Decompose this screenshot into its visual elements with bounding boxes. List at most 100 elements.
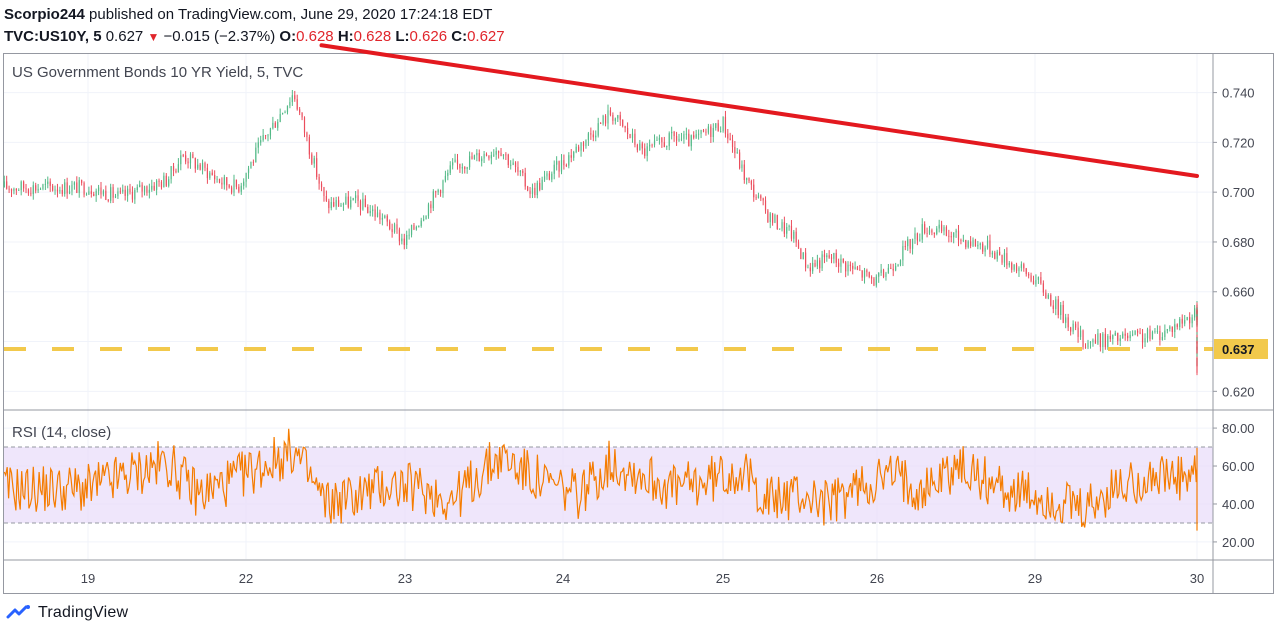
candle-body — [355, 195, 357, 199]
candle — [461, 163, 463, 174]
candle-body — [313, 158, 315, 164]
candle-body — [148, 189, 150, 193]
candle — [272, 116, 274, 130]
candle — [39, 187, 42, 191]
tradingview-brand[interactable]: TradingView — [38, 604, 129, 621]
candle-body — [812, 262, 814, 272]
candle-body — [882, 269, 885, 277]
candle-body — [892, 268, 894, 271]
candle-body — [1084, 346, 1087, 348]
candle-body — [272, 122, 274, 129]
candle — [1060, 302, 1062, 320]
candle — [819, 257, 821, 273]
candle-body — [779, 228, 781, 230]
candle — [505, 152, 507, 161]
price-tag-label: 0.637 — [1222, 342, 1255, 357]
candle-body — [720, 131, 722, 132]
candle-body — [23, 181, 25, 189]
candle-body — [762, 198, 764, 201]
candle-body — [211, 172, 213, 176]
candle — [235, 179, 238, 190]
candle-body — [1055, 299, 1057, 310]
candle — [916, 232, 919, 246]
candle — [585, 139, 587, 149]
candle — [695, 129, 697, 139]
candle — [1072, 320, 1074, 335]
candle-body — [710, 126, 712, 137]
candle — [502, 154, 505, 160]
candle — [979, 242, 981, 250]
candle-body — [668, 133, 670, 147]
candle-body — [524, 172, 526, 187]
candle — [984, 245, 986, 257]
candle — [512, 158, 514, 166]
candle — [673, 130, 675, 142]
candle-body — [425, 215, 427, 220]
candle-body — [262, 135, 264, 141]
candle — [1018, 266, 1020, 277]
symbol-label[interactable]: TVC:US10Y, 5 — [4, 28, 102, 45]
candle-body — [1070, 327, 1072, 332]
candle-body — [505, 154, 507, 156]
candle-body — [427, 204, 430, 216]
candle-body — [948, 235, 950, 237]
candle — [1107, 334, 1109, 350]
candle — [1040, 271, 1042, 285]
candle-body — [965, 239, 967, 248]
candle-body — [473, 155, 476, 160]
candle — [1102, 332, 1104, 354]
candle-body — [800, 248, 802, 260]
candle — [139, 180, 141, 188]
candle — [783, 216, 785, 238]
candle — [401, 233, 403, 245]
candle-body — [675, 136, 678, 141]
candle-body — [447, 172, 449, 176]
candle-body — [294, 95, 296, 100]
candle — [381, 213, 383, 226]
candle — [1003, 249, 1006, 268]
candle — [671, 126, 673, 140]
candle — [20, 180, 22, 196]
candle — [342, 202, 345, 211]
candle-body — [359, 201, 362, 210]
time-tick-label: 25 — [716, 571, 730, 586]
candle-body — [750, 181, 752, 185]
candle-body — [27, 189, 30, 194]
candle-body — [835, 253, 837, 263]
tradingview-logo-icon[interactable] — [6, 604, 32, 622]
candle — [529, 186, 531, 199]
candle-body — [840, 258, 842, 267]
candle — [534, 182, 536, 198]
candle — [786, 222, 788, 239]
candle — [868, 271, 870, 279]
candle-body — [705, 131, 707, 133]
candle-body — [1149, 329, 1151, 340]
candle — [624, 125, 626, 133]
author-name[interactable]: Scorpio244 — [4, 6, 85, 23]
candle — [840, 254, 842, 273]
candle — [587, 131, 590, 146]
candle-body — [56, 189, 59, 192]
candle — [160, 180, 163, 190]
candle — [609, 107, 612, 117]
candle-body — [250, 161, 252, 169]
candle — [582, 141, 585, 152]
candle — [1184, 315, 1186, 327]
candle — [1074, 321, 1077, 331]
candle — [52, 183, 54, 192]
candle — [110, 183, 112, 204]
candle-body — [678, 138, 680, 141]
candle-body — [570, 155, 572, 158]
resistance-trendline[interactable] — [319, 43, 1199, 178]
candle-body — [507, 154, 509, 166]
candle — [790, 220, 793, 242]
candle-body — [158, 180, 160, 182]
rsi-tick-label: 40.00 — [1222, 497, 1255, 512]
candle-body — [767, 210, 769, 223]
candle-body — [76, 182, 78, 193]
candle — [859, 265, 861, 271]
candle — [294, 90, 296, 102]
down-triangle-icon: ▼ — [147, 30, 160, 44]
time-tick-label: 26 — [870, 571, 884, 586]
